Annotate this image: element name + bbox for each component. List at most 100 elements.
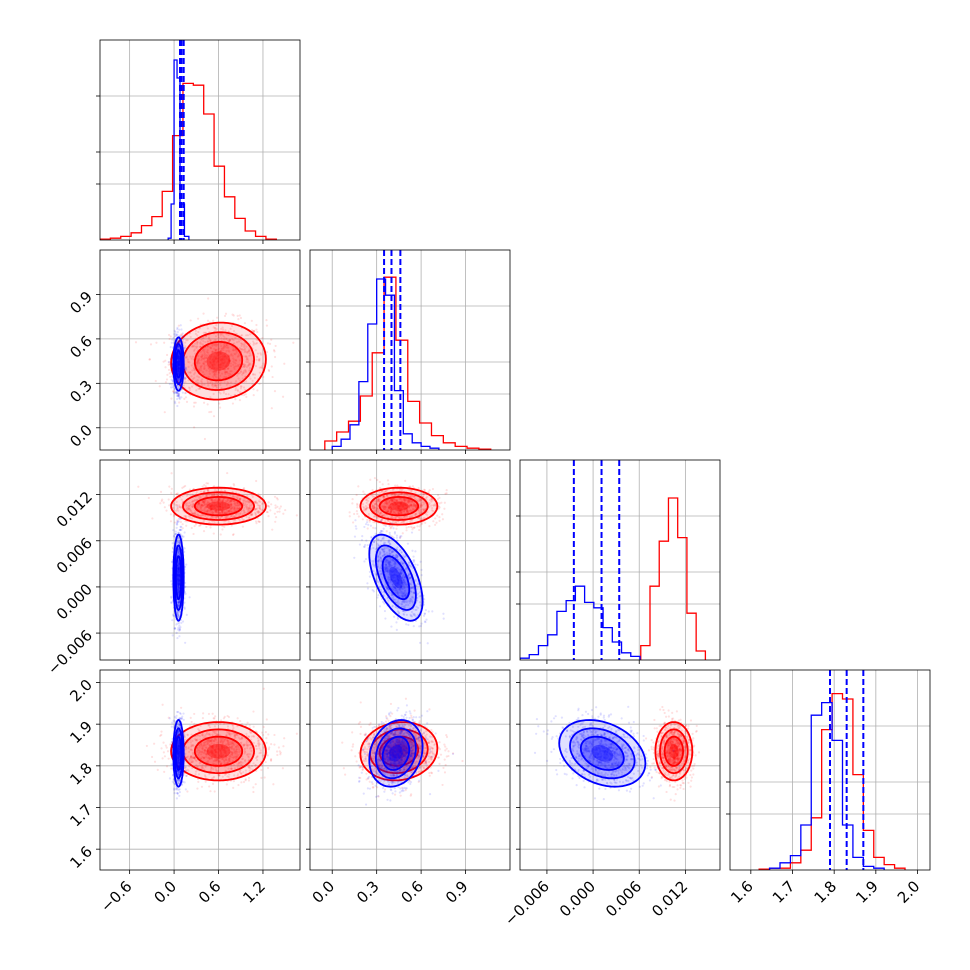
scatter-point xyxy=(217,372,221,375)
scatter-point xyxy=(179,333,183,336)
scatter-series-0 xyxy=(134,297,295,441)
scatter-point xyxy=(378,480,381,484)
scatter-point xyxy=(412,555,415,558)
scatter-point xyxy=(376,499,379,502)
scatter-point xyxy=(223,336,226,339)
scatter-point xyxy=(260,502,264,505)
scatter-point xyxy=(177,371,180,374)
scatter-point xyxy=(394,501,397,505)
scatter-point xyxy=(202,509,205,512)
scatter-point xyxy=(414,491,417,495)
scatter-point xyxy=(224,351,227,355)
scatter-point xyxy=(250,513,254,516)
scatter-point xyxy=(204,360,207,364)
scatter-point xyxy=(177,362,180,365)
scatter-point xyxy=(212,326,215,329)
scatter-point xyxy=(370,503,374,506)
scatter-point xyxy=(206,364,209,367)
scatter-point xyxy=(241,377,244,380)
scatter-point xyxy=(227,393,230,396)
scatter-point xyxy=(209,365,212,368)
scatter-point xyxy=(202,331,205,334)
scatter-point xyxy=(185,368,188,371)
scatter-point xyxy=(200,504,204,507)
scatter-point xyxy=(180,534,184,537)
scatter-point xyxy=(238,518,241,521)
scatter-point xyxy=(276,505,279,508)
scatter-point xyxy=(407,499,410,502)
scatter-point xyxy=(187,371,190,374)
scatter-point xyxy=(176,362,179,365)
scatter-point xyxy=(255,502,258,505)
scatter-point xyxy=(208,372,211,375)
scatter-point xyxy=(396,506,400,509)
scatter-point xyxy=(173,400,177,403)
scatter-point xyxy=(216,357,220,360)
scatter-point xyxy=(244,502,247,506)
scatter-point xyxy=(253,376,256,380)
scatter-point xyxy=(409,485,412,488)
scatter-point xyxy=(254,512,257,515)
scatter-point xyxy=(173,627,177,630)
scatter-point xyxy=(206,488,209,491)
scatter-point xyxy=(204,514,207,517)
scatter-point xyxy=(223,381,226,384)
scatter-point xyxy=(405,515,409,518)
panel-plot-area xyxy=(310,250,510,450)
scatter-point xyxy=(416,525,419,528)
scatter-point xyxy=(238,498,242,501)
scatter-point xyxy=(209,508,212,511)
scatter-point xyxy=(257,520,260,523)
scatter-point xyxy=(211,381,214,384)
scatter-point xyxy=(390,508,393,511)
scatter-point xyxy=(185,494,188,497)
scatter-point xyxy=(257,500,261,503)
scatter-point xyxy=(215,504,219,508)
scatter-point xyxy=(385,502,388,505)
scatter-point xyxy=(399,502,402,505)
scatter-point xyxy=(395,502,398,506)
scatter-point xyxy=(400,500,404,503)
scatter-point xyxy=(211,515,214,518)
scatter-point xyxy=(178,574,181,577)
scatter-point xyxy=(210,512,213,515)
scatter-point xyxy=(179,625,182,629)
scatter-point xyxy=(354,525,357,528)
contour-series-1 xyxy=(177,566,180,589)
scatter-point xyxy=(199,495,202,498)
scatter-point xyxy=(245,503,249,506)
scatter-point xyxy=(223,314,227,318)
scatter-point xyxy=(177,357,181,361)
scatter-point xyxy=(176,523,179,526)
scatter-point xyxy=(221,508,224,512)
scatter-point xyxy=(170,492,173,495)
scatter-point xyxy=(177,590,180,593)
scatter-point xyxy=(221,504,224,507)
scatter-point xyxy=(227,498,230,501)
scatter-point xyxy=(240,348,243,351)
scatter-point xyxy=(353,512,356,516)
scatter-point xyxy=(399,488,402,491)
scatter-point xyxy=(430,497,433,500)
scatter-point xyxy=(252,388,255,391)
scatter-point xyxy=(198,368,201,371)
scatter-point xyxy=(190,500,194,504)
scatter-point xyxy=(178,364,181,367)
scatter-point xyxy=(174,509,178,512)
scatter-point xyxy=(176,569,180,572)
scatter-point xyxy=(175,623,178,626)
scatter-point xyxy=(206,495,209,498)
scatter-point xyxy=(173,534,176,537)
scatter-point xyxy=(178,568,181,571)
scatter-point xyxy=(240,385,243,388)
scatter-point xyxy=(225,511,229,514)
scatter-point xyxy=(221,362,224,365)
scatter-point xyxy=(248,352,252,355)
scatter-point xyxy=(389,510,392,514)
scatter-point xyxy=(256,504,259,507)
scatter-point xyxy=(244,364,247,367)
scatter-point xyxy=(193,369,196,372)
scatter-point xyxy=(178,363,181,366)
scatter-point xyxy=(202,501,205,504)
scatter-point xyxy=(171,338,174,341)
